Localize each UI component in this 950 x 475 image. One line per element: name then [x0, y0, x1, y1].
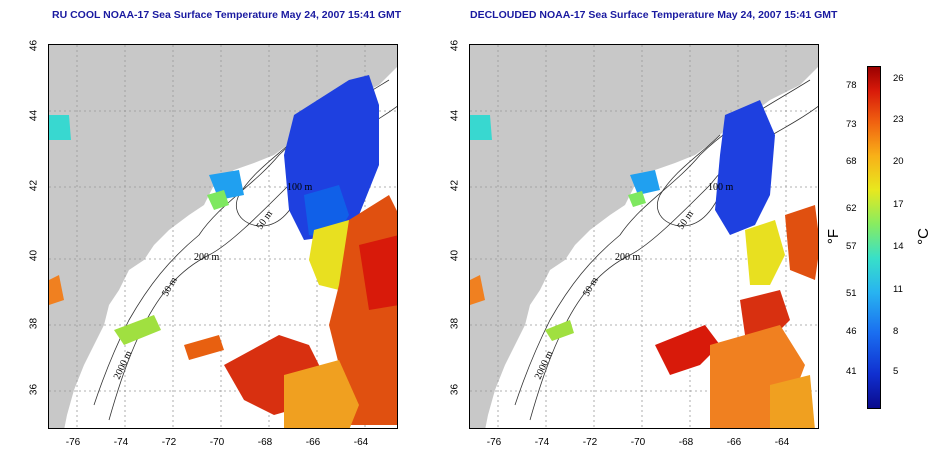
contour-label-100m: 100 m [708, 182, 734, 193]
lat-tick: 46 [449, 39, 461, 52]
lon-tick: -68 [257, 437, 273, 448]
lon-tick: -70 [630, 437, 646, 448]
lat-tick: 42 [449, 179, 461, 192]
land-mass [470, 45, 818, 428]
lon-tick: -64 [774, 437, 790, 448]
sst-map-panel-left[interactable]: 50 m 2000 m 200 m 50 m 100 m [48, 44, 398, 429]
fahrenheit-unit-label: °F [825, 228, 843, 245]
fahrenheit-tick: 41 [846, 366, 857, 377]
celsius-tick: 23 [893, 114, 904, 125]
celsius-tick: 17 [893, 199, 904, 210]
lon-tick: -66 [305, 437, 321, 448]
lat-tick: 36 [449, 383, 461, 396]
contour-label-200m: 200 m [615, 252, 641, 263]
lat-tick: 40 [28, 249, 40, 262]
contour-label-200m: 200 m [194, 252, 220, 263]
celsius-tick: 14 [893, 241, 904, 252]
fahrenheit-tick: 62 [846, 203, 857, 214]
lon-tick: -70 [209, 437, 225, 448]
lon-tick: -74 [113, 437, 129, 448]
contour-label-2000m: 2000 m [533, 349, 556, 381]
lat-tick: 44 [449, 109, 461, 122]
contour-label-2000m: 2000 m [112, 349, 135, 381]
fahrenheit-tick: 46 [846, 326, 857, 337]
sst-map-panel-right[interactable]: 50 m 2000 m 200 m 50 m 100 m [469, 44, 819, 429]
celsius-tick: 8 [893, 326, 899, 337]
lon-tick: -66 [726, 437, 742, 448]
lat-tick: 42 [28, 179, 40, 192]
lon-tick: -76 [486, 437, 502, 448]
lat-tick: 44 [28, 109, 40, 122]
lon-tick: -72 [161, 437, 177, 448]
lon-tick: -68 [678, 437, 694, 448]
celsius-tick: 20 [893, 156, 904, 167]
lon-tick: -74 [534, 437, 550, 448]
contour-label-50m-gulf: 50 m [675, 209, 696, 232]
contour-label-50m-gulf: 50 m [254, 209, 275, 232]
temperature-colorbar [867, 66, 881, 409]
celsius-tick: 26 [893, 73, 904, 84]
contour-label-100m: 100 m [287, 182, 313, 193]
lat-tick: 46 [28, 39, 40, 52]
sst-patches [49, 75, 397, 428]
map-title-left: RU COOL NOAA-17 Sea Surface Temperature … [52, 9, 402, 21]
fahrenheit-tick: 73 [846, 119, 857, 130]
fahrenheit-tick: 57 [846, 241, 857, 252]
lat-tick: 38 [28, 317, 40, 330]
celsius-unit-label: °C [914, 228, 932, 245]
sst-map-svg-right: 50 m 2000 m 200 m 50 m 100 m [470, 45, 818, 428]
lat-tick: 40 [449, 249, 461, 262]
fahrenheit-tick: 51 [846, 288, 857, 299]
lat-tick: 36 [28, 383, 40, 396]
fahrenheit-tick: 78 [846, 80, 857, 91]
celsius-tick: 11 [893, 284, 903, 295]
sst-patches [470, 100, 818, 428]
lon-tick: -72 [582, 437, 598, 448]
map-title-right: DECLOUDED NOAA-17 Sea Surface Temperatur… [470, 9, 838, 21]
lat-tick: 38 [449, 317, 461, 330]
celsius-tick: 5 [893, 366, 899, 377]
sst-map-svg-left: 50 m 2000 m 200 m 50 m 100 m [49, 45, 397, 428]
lon-tick: -76 [65, 437, 81, 448]
land-mass [49, 45, 397, 428]
fahrenheit-tick: 68 [846, 156, 857, 167]
lon-tick: -64 [353, 437, 369, 448]
